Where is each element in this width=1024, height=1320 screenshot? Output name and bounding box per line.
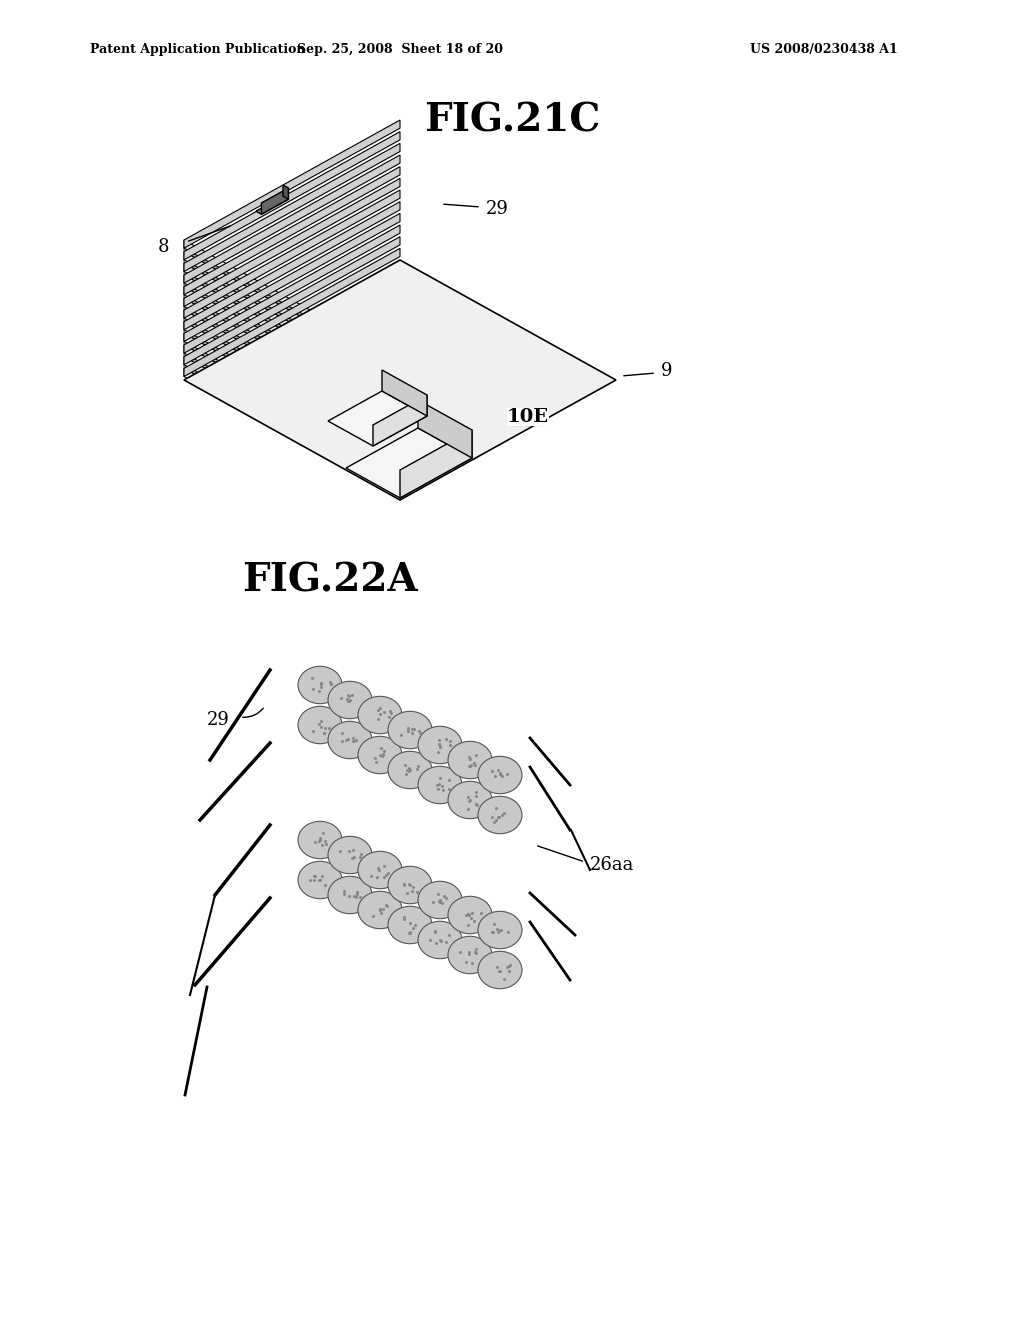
Ellipse shape: [328, 837, 372, 874]
Polygon shape: [184, 364, 400, 488]
Polygon shape: [184, 190, 400, 318]
Text: 9: 9: [662, 362, 673, 380]
Polygon shape: [184, 330, 400, 453]
Polygon shape: [184, 286, 400, 414]
Polygon shape: [184, 260, 400, 383]
Ellipse shape: [358, 851, 402, 888]
Polygon shape: [256, 197, 289, 214]
Text: FIG.22A: FIG.22A: [242, 561, 418, 599]
Polygon shape: [184, 248, 400, 372]
Polygon shape: [184, 310, 400, 438]
Polygon shape: [184, 334, 400, 462]
Polygon shape: [184, 248, 400, 376]
Polygon shape: [184, 224, 400, 354]
Text: 8: 8: [158, 238, 170, 256]
Text: Sep. 25, 2008  Sheet 18 of 20: Sep. 25, 2008 Sheet 18 of 20: [297, 44, 503, 57]
Text: 29: 29: [207, 711, 230, 729]
Text: 29: 29: [486, 201, 509, 218]
Polygon shape: [184, 368, 400, 496]
Ellipse shape: [418, 882, 462, 919]
Ellipse shape: [449, 936, 492, 974]
Polygon shape: [373, 395, 427, 446]
Ellipse shape: [358, 891, 402, 929]
Polygon shape: [261, 187, 289, 214]
Ellipse shape: [358, 697, 402, 734]
Ellipse shape: [298, 706, 342, 743]
Polygon shape: [184, 322, 400, 450]
Polygon shape: [184, 318, 400, 442]
Polygon shape: [184, 354, 400, 477]
Ellipse shape: [418, 767, 462, 804]
Polygon shape: [184, 240, 400, 368]
Polygon shape: [184, 298, 400, 426]
Polygon shape: [328, 391, 427, 446]
Polygon shape: [184, 263, 400, 392]
Polygon shape: [184, 342, 400, 465]
Polygon shape: [184, 166, 400, 294]
Polygon shape: [184, 202, 400, 330]
Polygon shape: [184, 236, 400, 364]
Ellipse shape: [478, 796, 522, 834]
Ellipse shape: [328, 876, 372, 913]
Polygon shape: [400, 430, 472, 498]
Polygon shape: [184, 345, 400, 473]
Ellipse shape: [478, 952, 522, 989]
Ellipse shape: [328, 721, 372, 759]
Text: 10E: 10E: [507, 408, 549, 426]
Text: US 2008/0230438 A1: US 2008/0230438 A1: [750, 44, 898, 57]
Polygon shape: [346, 428, 472, 498]
Ellipse shape: [388, 711, 432, 748]
Ellipse shape: [298, 862, 342, 899]
Ellipse shape: [358, 737, 402, 774]
Ellipse shape: [418, 921, 462, 958]
Polygon shape: [184, 260, 616, 500]
Polygon shape: [184, 272, 400, 395]
Ellipse shape: [298, 821, 342, 859]
Polygon shape: [184, 252, 400, 380]
Ellipse shape: [449, 896, 492, 933]
Ellipse shape: [388, 751, 432, 789]
Polygon shape: [184, 294, 400, 418]
Ellipse shape: [449, 781, 492, 818]
Polygon shape: [184, 154, 400, 284]
Polygon shape: [184, 275, 400, 403]
Polygon shape: [184, 356, 400, 484]
Ellipse shape: [418, 726, 462, 764]
Polygon shape: [184, 120, 400, 248]
Polygon shape: [184, 284, 400, 407]
Text: Patent Application Publication: Patent Application Publication: [90, 44, 305, 57]
Polygon shape: [184, 214, 400, 342]
Polygon shape: [382, 370, 427, 416]
Ellipse shape: [328, 681, 372, 718]
Polygon shape: [184, 132, 400, 260]
Ellipse shape: [478, 756, 522, 793]
Polygon shape: [418, 400, 472, 458]
Ellipse shape: [388, 907, 432, 944]
Polygon shape: [184, 178, 400, 306]
Text: 26aa: 26aa: [590, 855, 635, 874]
Ellipse shape: [478, 911, 522, 949]
Polygon shape: [283, 185, 289, 199]
Ellipse shape: [388, 866, 432, 904]
Text: FIG.21C: FIG.21C: [424, 102, 600, 139]
Polygon shape: [184, 144, 400, 272]
Ellipse shape: [449, 742, 492, 779]
Polygon shape: [184, 306, 400, 430]
Ellipse shape: [298, 667, 342, 704]
